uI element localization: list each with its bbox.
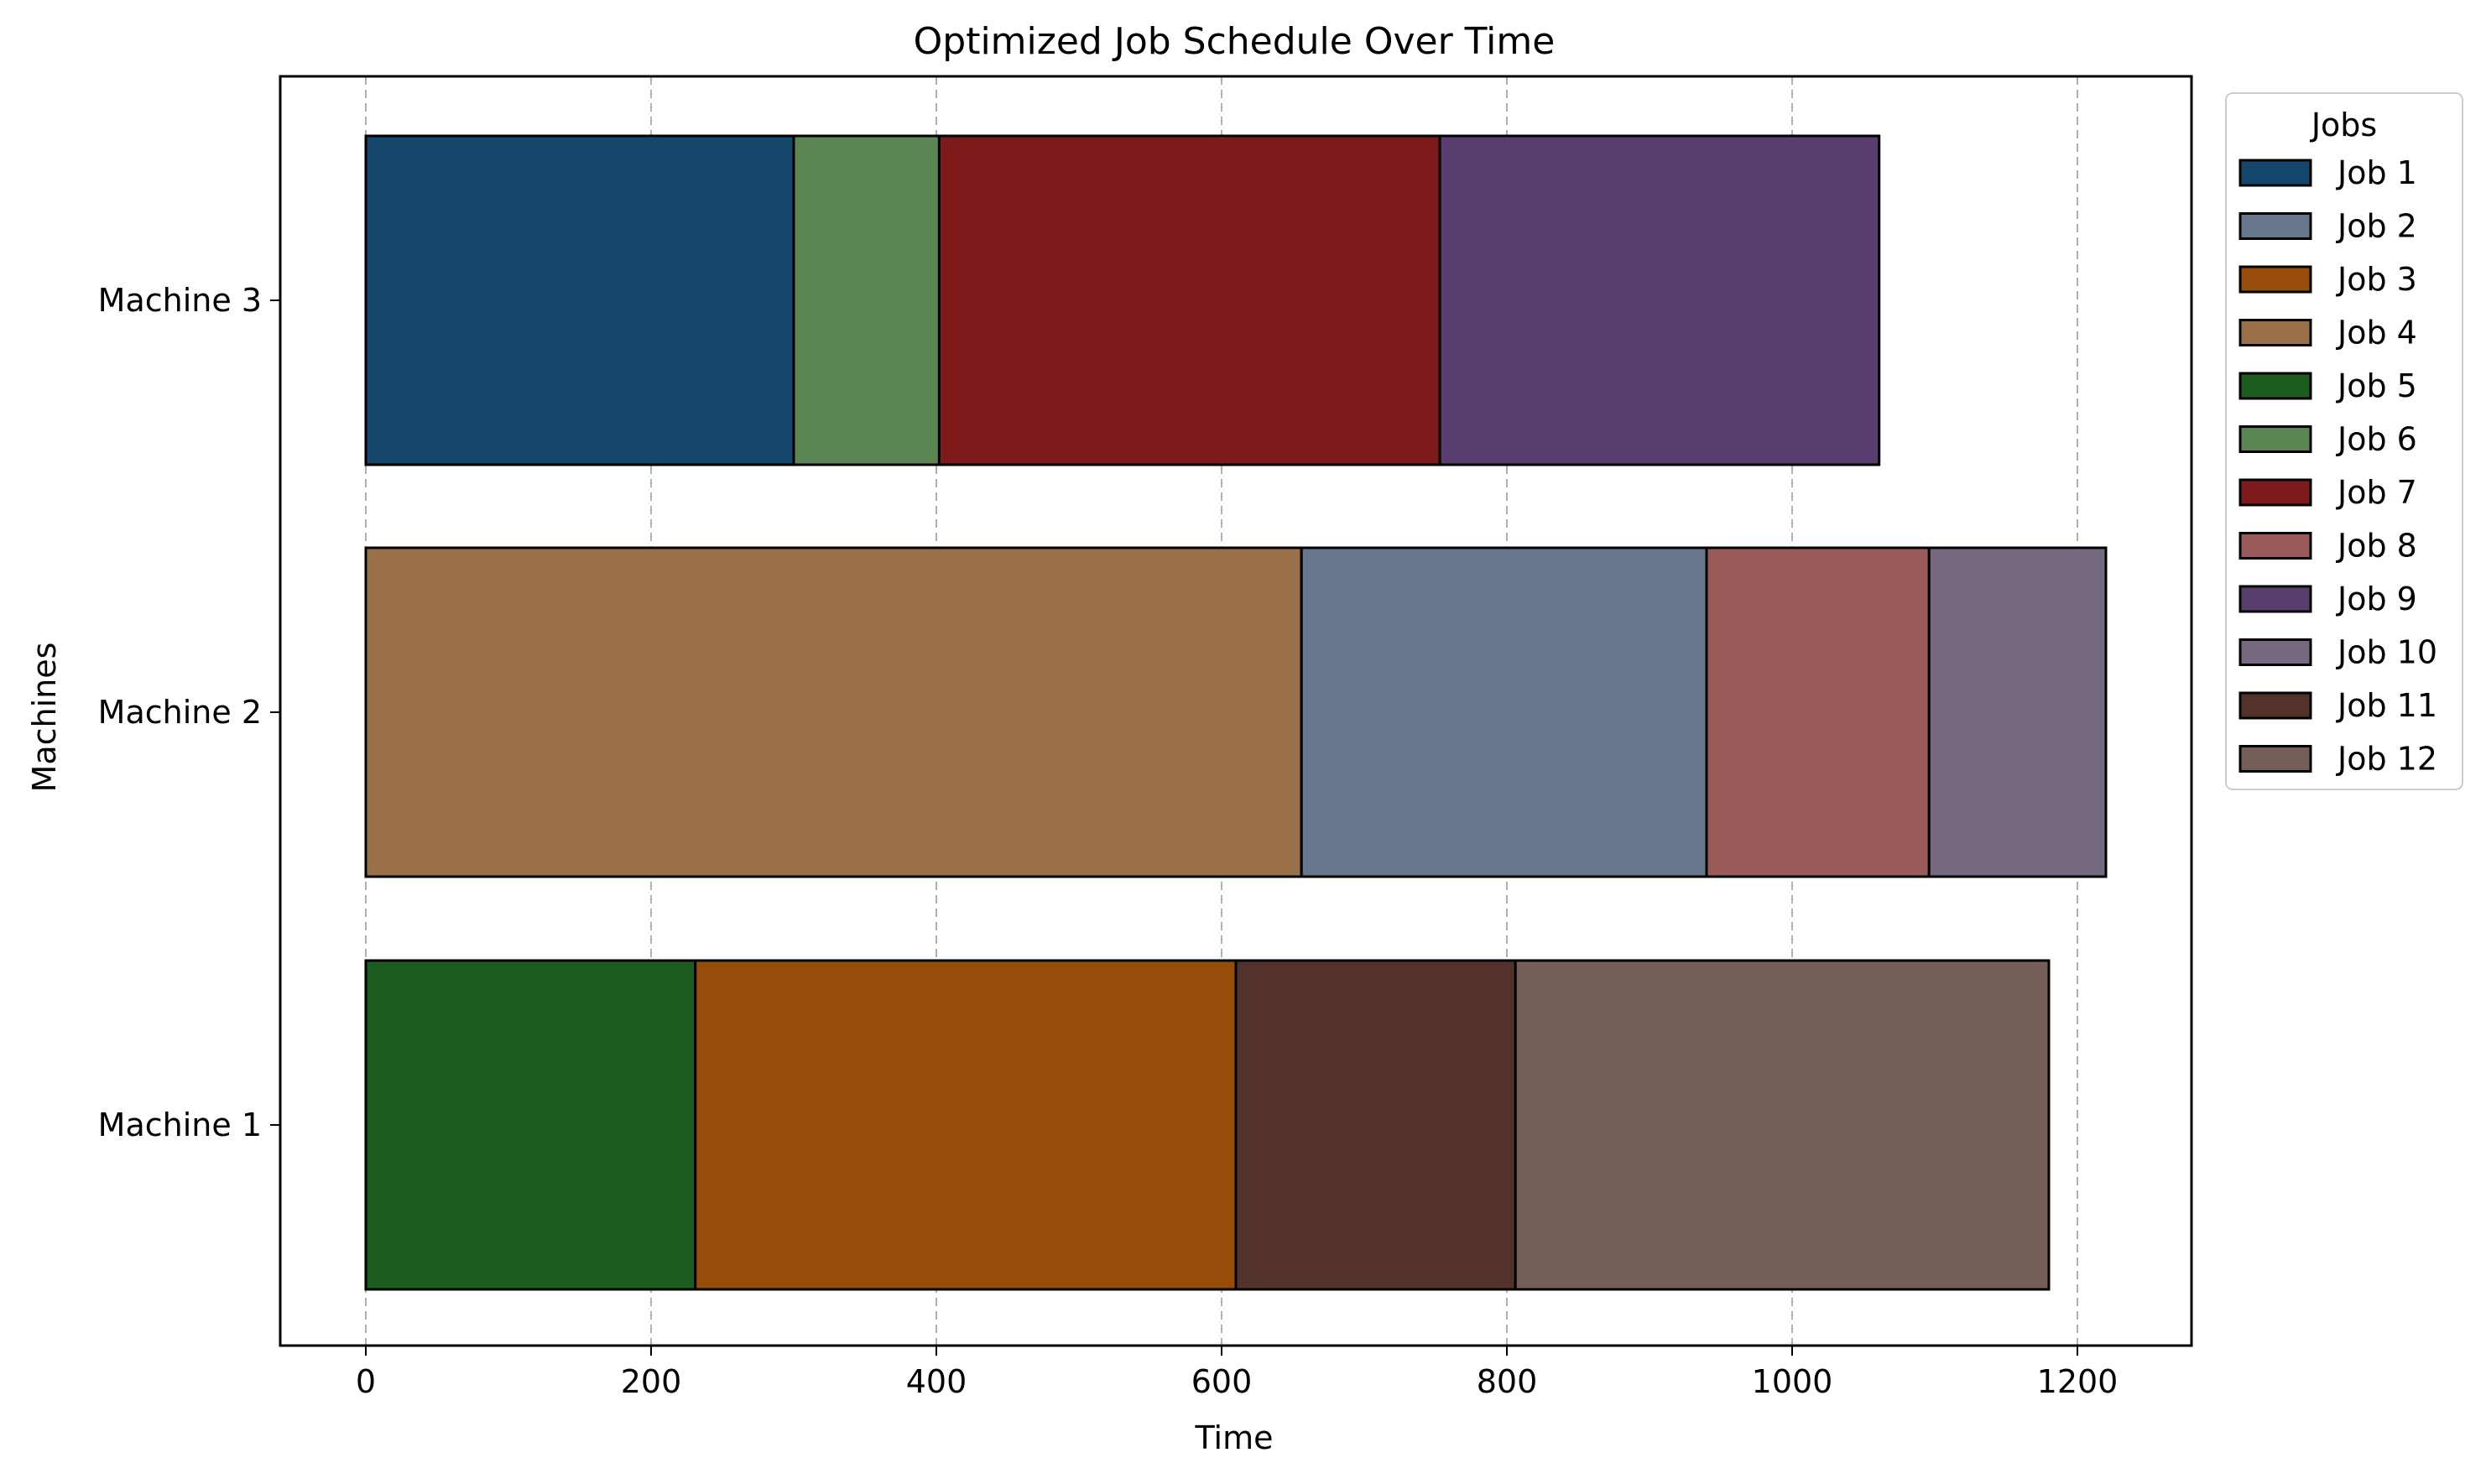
bar-machine-3-job-6 — [792, 134, 941, 466]
x-axis-ticks: 0 200 400 600 800 1000 1200 — [356, 1346, 2118, 1400]
plot-frame — [279, 75, 2193, 1347]
x-tick-label: 800 — [1477, 1363, 1538, 1400]
bar-machine-2-job-10 — [1927, 546, 2108, 878]
legend-label: Job 3 — [2336, 261, 2417, 298]
legend: Jobs Job 1 Job 2 Job 3 Job 4 Job 5 Job 6 Job 7… — [2225, 92, 2463, 790]
legend-swatch — [2238, 532, 2312, 560]
legend-swatch — [2238, 159, 2312, 187]
legend-label: Job 8 — [2336, 528, 2417, 565]
x-tick-label: 1000 — [1752, 1363, 1833, 1400]
y-tick-label: Machine 2 — [98, 694, 262, 731]
legend-label: Job 4 — [2336, 315, 2417, 351]
x-tick-label: 400 — [906, 1363, 967, 1400]
legend-swatch — [2238, 372, 2312, 400]
legend-title: Jobs — [2310, 107, 2377, 143]
x-tick-label: 600 — [1191, 1363, 1253, 1400]
chart-title: Optimized Job Schedule Over Time — [914, 20, 1556, 63]
bar-machine-2-job-4 — [364, 546, 1303, 878]
legend-swatch — [2238, 691, 2312, 720]
bar-machine-1-job-11 — [1234, 959, 1517, 1291]
x-axis-label: Time — [1195, 1419, 1274, 1456]
x-tick-label: 200 — [621, 1363, 682, 1400]
y-axis-ticks: Machine 1 Machine 2 Machine 3 — [98, 282, 280, 1143]
legend-swatch — [2238, 425, 2312, 453]
bar-machine-1-job-5 — [364, 959, 697, 1291]
y-axis-label: Machines — [26, 643, 63, 793]
bar-machine-1-job-3 — [694, 959, 1238, 1291]
legend-label: Job 5 — [2336, 367, 2417, 404]
legend-label: Job 11 — [2336, 687, 2437, 724]
legend-label: Job 9 — [2336, 581, 2417, 617]
bar-machine-3-job-1 — [364, 134, 795, 466]
y-tick-label: Machine 1 — [98, 1106, 262, 1143]
y-tick-label: Machine 3 — [98, 282, 262, 319]
legend-swatch — [2238, 212, 2312, 240]
legend-label: Job 1 — [2336, 154, 2417, 191]
bar-machine-3-job-9 — [1438, 134, 1881, 466]
legend-label: Job 6 — [2336, 421, 2417, 458]
x-tick-label: 1200 — [2037, 1363, 2119, 1400]
legend-label: Job 2 — [2336, 208, 2417, 245]
bar-machine-1-job-12 — [1514, 959, 2051, 1291]
legend-swatch — [2238, 585, 2312, 613]
legend-label: Job 12 — [2336, 741, 2437, 778]
legend-swatch — [2238, 638, 2312, 666]
legend-label: Job 7 — [2336, 474, 2417, 511]
bar-machine-2-job-2 — [1300, 546, 1708, 878]
legend-swatch — [2238, 319, 2312, 346]
schedule-bars — [364, 134, 2108, 1291]
legend-swatch — [2238, 478, 2312, 507]
legend-items: Job 1 Job 2 Job 3 Job 4 Job 5 Job 6 Job 7 Job 8… — [2238, 154, 2437, 778]
legend-swatch — [2238, 265, 2312, 294]
bar-machine-3-job-7 — [937, 134, 1441, 466]
legend-label: Job 10 — [2336, 634, 2437, 671]
legend-swatch — [2238, 745, 2312, 773]
bar-machine-2-job-8 — [1705, 546, 1931, 878]
x-tick-label: 0 — [356, 1363, 376, 1400]
